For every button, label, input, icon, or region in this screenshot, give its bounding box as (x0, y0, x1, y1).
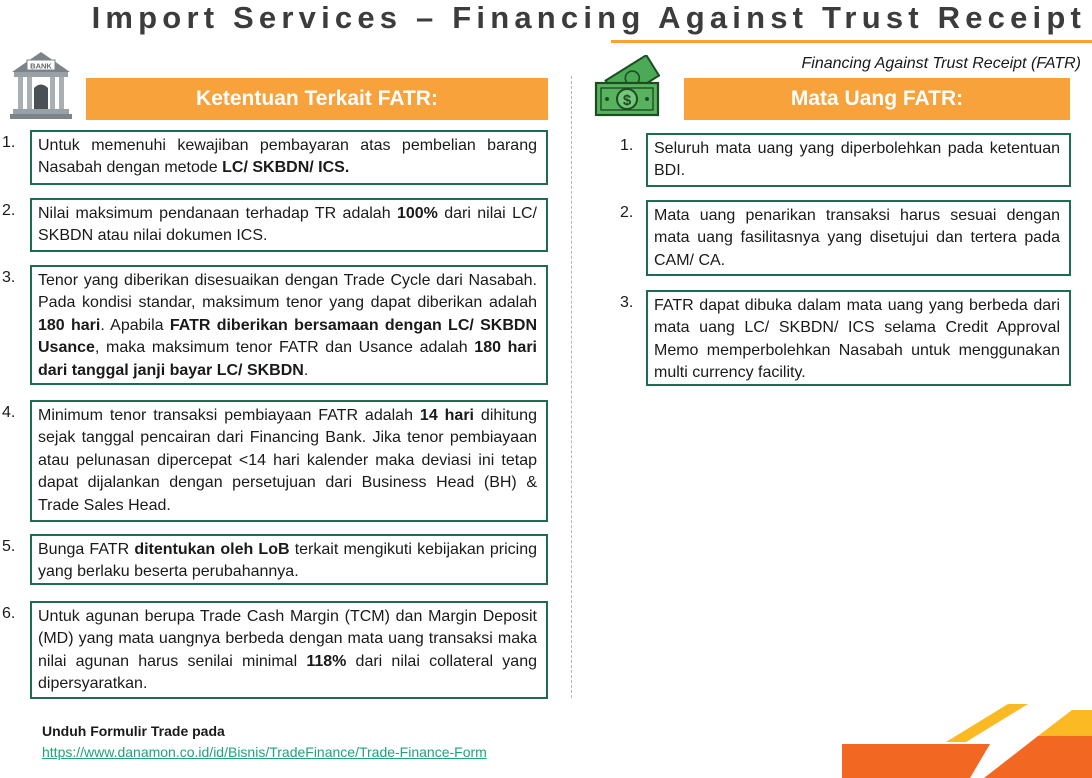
text-run: Untuk memenuhi kewajiban pembayaran atas… (38, 137, 537, 177)
page-subtitle: Financing Against Trust Receipt (FATR) (801, 55, 1082, 72)
item-number: 3. (2, 269, 16, 286)
money-icon: $ (594, 55, 661, 117)
item-text: Minimum tenor transaksi pembiayaan FATR … (30, 400, 548, 522)
svg-text:$: $ (623, 92, 632, 109)
item-number: 2. (620, 204, 634, 221)
text-run: FATR dapat dibuka dalam mata uang yang b… (654, 297, 1060, 382)
bold-text: 180 hari dari tanggal janji bayar LC/ SK… (38, 339, 537, 379)
text-run: Nilai maksimum pendanaan terhadap TR ada… (38, 205, 397, 222)
text-run: Mata uang penarikan transaksi harus sesu… (654, 207, 1060, 269)
text-run: Minimum tenor transaksi pembiayaan FATR … (38, 407, 420, 424)
bank-icon-label: BANK (30, 62, 52, 71)
item-number: 4. (2, 404, 16, 421)
item-number: 1. (2, 134, 16, 151)
bank-icon: BANK (10, 52, 72, 119)
text-run: Tenor yang diberikan disesuaikan dengan … (38, 272, 537, 312)
bold-text: FATR diberikan bersamaan dengan LC/ SKBD… (38, 316, 537, 357)
page-title: Import Services – Financing Against Trus… (91, 0, 1086, 35)
bold-text: 118% (306, 652, 347, 670)
text-run: , maka maksimum tenor FATR dan Usance ad… (94, 339, 475, 357)
item-text: FATR dapat dibuka dalam mata uang yang b… (646, 290, 1071, 386)
item-number: 3. (620, 294, 634, 311)
footer-label: Unduh Formulir Trade pada (42, 723, 225, 739)
right-section-heading: Mata Uang FATR: (684, 78, 1070, 120)
bold-text: 180 hari (38, 316, 101, 334)
item-text: Mata uang penarikan transaksi harus sesu… (646, 200, 1071, 276)
text-run: Seluruh mata uang yang diperbolehkan pad… (654, 140, 1060, 180)
text-run: Bunga FATR (38, 541, 135, 558)
bold-text: 100% (396, 205, 438, 222)
bold-text: 14 hari (419, 407, 474, 424)
item-text: Tenor yang diberikan disesuaikan dengan … (30, 265, 548, 385)
item-number: 5. (2, 538, 16, 555)
column-divider (571, 76, 572, 698)
item-text: Seluruh mata uang yang diperbolehkan pad… (646, 133, 1071, 187)
trade-form-link[interactable]: https://www.danamon.co.id/id/Bisnis/Trad… (42, 744, 487, 760)
bold-text: ditentukan oleh LoB (134, 541, 290, 558)
item-text: Nilai maksimum pendanaan terhadap TR ada… (30, 198, 548, 252)
text-run: Untuk agunan berupa Trade Cash Margin (T… (38, 608, 537, 670)
item-text: Bunga FATR ditentukan oleh LoB terkait m… (30, 534, 548, 585)
text-run: terkait mengikuti kebijakan pricing yang… (38, 541, 538, 581)
bold-text: LC/ SKBDN/ ICS. (222, 159, 350, 177)
item-number: 6. (2, 605, 16, 622)
text-run: dari nilai LC/ SKBDN atau nilai dokumen … (38, 205, 537, 245)
text-run: . (303, 361, 309, 379)
item-text: Untuk memenuhi kewajiban pembayaran atas… (30, 130, 548, 185)
text-run: . Apabila (100, 316, 170, 334)
item-text: Untuk agunan berupa Trade Cash Margin (T… (30, 601, 548, 699)
left-section-heading: Ketentuan Terkait FATR: (86, 78, 548, 120)
text-run: dihitung sejak tanggal pencairan dari Fi… (38, 407, 537, 514)
title-underline (611, 40, 1092, 43)
item-number: 2. (2, 202, 16, 219)
text-run: dari nilai collateral yang dipersyaratka… (38, 652, 537, 693)
brand-logo (842, 704, 1092, 778)
item-number: 1. (620, 137, 634, 154)
